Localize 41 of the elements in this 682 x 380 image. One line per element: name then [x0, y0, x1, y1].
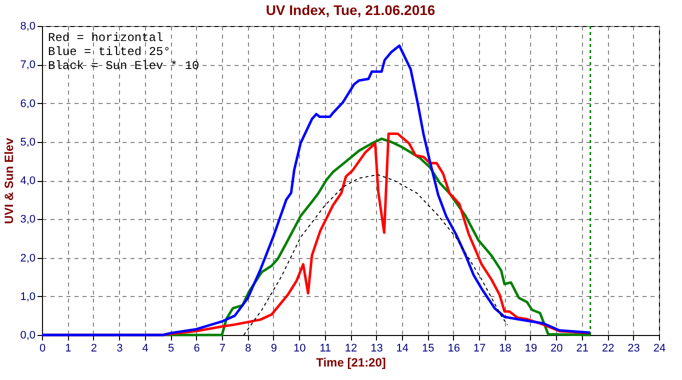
y-tick-label: 0,0	[20, 330, 36, 342]
x-tick-label: 0	[39, 342, 46, 354]
x-tick-label: 17	[473, 342, 486, 354]
y-tick-label: 8,0	[20, 20, 36, 32]
x-tick-label: 14	[396, 342, 409, 354]
annotation: Black = Sun Elev * 10	[48, 59, 200, 73]
x-tick-label: 23	[628, 342, 640, 354]
y-axis-title: UVI & Sun Elev	[2, 138, 16, 224]
y-tick-label: 7,0	[20, 59, 36, 72]
x-tick-label: 15	[422, 342, 434, 354]
chart-title: UV Index, Tue, 21.06.2016	[266, 2, 436, 18]
y-tick-label: 6,0	[20, 98, 36, 110]
x-tick-label: 8	[245, 342, 252, 354]
x-tick-label: 2	[90, 342, 97, 354]
x-tick-label: 9	[270, 342, 277, 354]
x-tick-label: 11	[320, 342, 332, 354]
x-tick-label: 10	[293, 342, 306, 354]
line-series	[40, 44, 592, 336]
x-tick-label: 21	[576, 342, 588, 354]
x-tick-label: 20	[550, 342, 563, 354]
x-tick-label: 13	[370, 342, 383, 354]
x-tick-label: 5	[168, 342, 174, 354]
x-tick-label: 19	[524, 342, 538, 354]
y-tick-label: 3,0	[20, 214, 36, 226]
x-tick-label: 6	[194, 342, 200, 354]
y-tick-label: 1,0	[20, 290, 36, 303]
annotation: Blue = tilted 25°	[48, 45, 170, 59]
x-tick-label: 1	[65, 342, 72, 354]
annotation: Red = horizontal	[48, 31, 164, 45]
x-tick-label: 3	[116, 342, 123, 354]
x-tick-label: 22	[602, 342, 614, 354]
y-tick-label: 2,0	[20, 252, 36, 264]
x-tick-label: 4	[142, 342, 148, 354]
x-tick-label: 24	[653, 342, 666, 354]
y-tick-label: 5,0	[20, 136, 36, 148]
x-tick-label: 16	[448, 342, 460, 354]
x-tick-label: 7	[219, 342, 226, 354]
x-tick-label: 12	[344, 342, 358, 354]
x-tick-label: 18	[499, 342, 512, 354]
x-axis-title: Time [21:20]	[316, 356, 386, 370]
y-tick-label: 4,0	[20, 175, 36, 187]
